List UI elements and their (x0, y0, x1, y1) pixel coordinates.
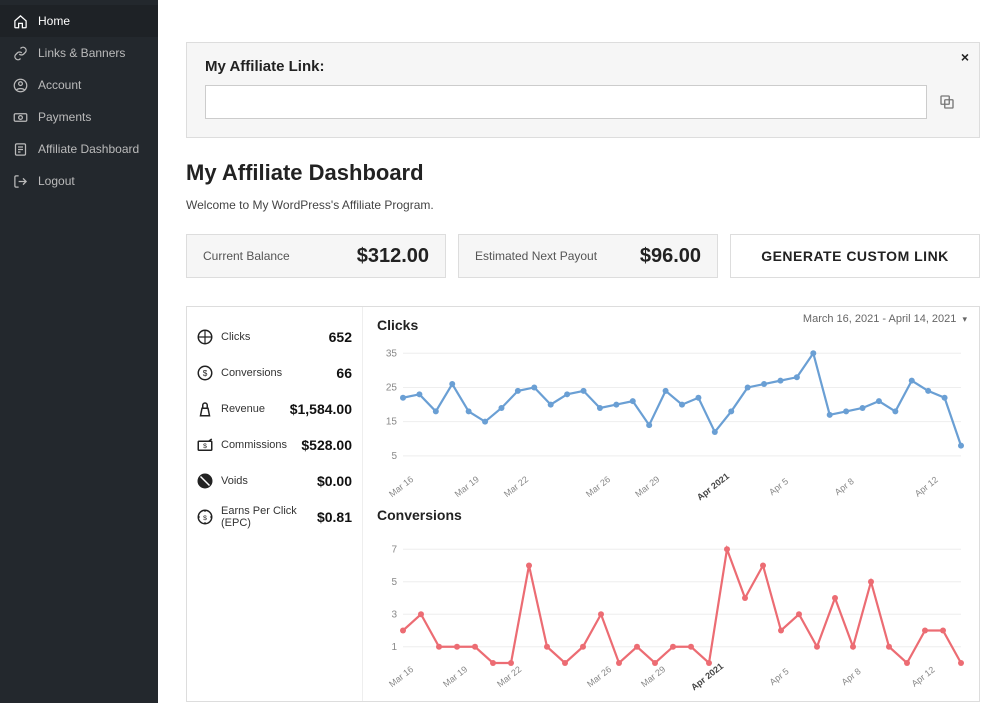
svg-text:Mar 29: Mar 29 (633, 474, 661, 499)
stat-row-epc: $ Earns Per Click (EPC) $0.81 (187, 499, 362, 535)
dashboard-icon (12, 141, 28, 157)
conversions-chart-block: Conversions 1 3 5 7 Mar 16 Mar 19 Mar 22 Mar 26… (377, 507, 969, 693)
conversions-icon: $ (195, 363, 215, 383)
clicks-chart-block: Clicks 5 15 25 35 Mar 16 Mar 19 Mar 22 Mar 26 Ma… (377, 317, 969, 503)
sidebar-item-affiliate-dashboard[interactable]: Affiliate Dashboard (0, 133, 158, 165)
svg-text:Apr 8: Apr 8 (840, 666, 863, 687)
stat-label: Clicks (221, 331, 329, 343)
svg-text:Apr 5: Apr 5 (767, 476, 790, 497)
svg-text:$: $ (203, 443, 207, 450)
svg-text:Mar 19: Mar 19 (441, 664, 469, 689)
sidebar-item-logout[interactable]: Logout (0, 165, 158, 197)
stats-column: Clicks 652 $ Conversions 66 Revenue $1,5… (187, 307, 363, 701)
svg-text:25: 25 (386, 382, 398, 393)
stats-charts-panel: Clicks 652 $ Conversions 66 Revenue $1,5… (186, 306, 980, 702)
current-balance-label: Current Balance (203, 249, 290, 263)
stat-label: Voids (221, 475, 317, 487)
charts-column: March 16, 2021 - April 14, 2021 ▾ Clicks… (363, 307, 979, 701)
link-icon (12, 45, 28, 61)
conversions-chart: 1 3 5 7 Mar 16 Mar 19 Mar 22 Mar 26 Mar 29 Apr 20… (377, 525, 967, 693)
svg-text:Apr 8: Apr 8 (833, 476, 856, 497)
svg-text:Mar 19: Mar 19 (453, 474, 481, 499)
svg-text:5: 5 (391, 577, 397, 588)
voids-icon (195, 471, 215, 491)
generate-custom-link-label: GENERATE CUSTOM LINK (761, 248, 949, 264)
next-payout-card: Estimated Next Payout $96.00 (458, 234, 718, 278)
copy-icon[interactable] (933, 88, 961, 116)
sidebar-item-links-banners[interactable]: Links & Banners (0, 37, 158, 69)
svg-text:7: 7 (391, 544, 397, 555)
epc-icon: $ (195, 507, 215, 527)
svg-text:Apr 2021: Apr 2021 (695, 471, 731, 502)
stat-value: 66 (336, 365, 352, 381)
stat-row-commissions: $ Commissions $528.00 (187, 427, 362, 463)
generate-custom-link-button[interactable]: GENERATE CUSTOM LINK (730, 234, 980, 278)
svg-text:Apr 5: Apr 5 (768, 666, 791, 687)
svg-text:Mar 16: Mar 16 (387, 664, 415, 689)
current-balance-card: Current Balance $312.00 (186, 234, 446, 278)
sidebar-item-label: Affiliate Dashboard (38, 142, 139, 156)
clicks-icon (195, 327, 215, 347)
svg-text:Apr 12: Apr 12 (913, 475, 940, 499)
clicks-chart-title: Clicks (377, 317, 969, 333)
sidebar-item-label: Account (38, 78, 81, 92)
sidebar-item-label: Links & Banners (38, 46, 125, 60)
page-title: My Affiliate Dashboard (186, 160, 980, 186)
stat-row-voids: Voids $0.00 (187, 463, 362, 499)
svg-text:Mar 22: Mar 22 (495, 664, 523, 689)
sidebar-item-label: Home (38, 14, 70, 28)
main-content: × My Affiliate Link: My Affiliate Dashbo… (158, 0, 998, 703)
svg-text:Mar 22: Mar 22 (502, 474, 530, 499)
sidebar: Home Links & Banners Account Payments Af… (0, 0, 158, 703)
sidebar-item-label: Logout (38, 174, 75, 188)
current-balance-value: $312.00 (357, 245, 429, 268)
revenue-icon (195, 399, 215, 419)
sidebar-item-label: Payments (38, 110, 91, 124)
svg-text:35: 35 (386, 348, 398, 359)
svg-text:Mar 26: Mar 26 (585, 664, 613, 689)
next-payout-label: Estimated Next Payout (475, 249, 597, 263)
affiliate-link-title: My Affiliate Link: (205, 58, 961, 75)
stat-row-revenue: Revenue $1,584.00 (187, 391, 362, 427)
account-icon (12, 77, 28, 93)
home-icon (12, 13, 28, 29)
svg-text:$: $ (203, 515, 207, 522)
stat-row-conversions: $ Conversions 66 (187, 355, 362, 391)
stat-value: $528.00 (301, 437, 352, 453)
sidebar-item-payments[interactable]: Payments (0, 101, 158, 133)
svg-text:Apr 12: Apr 12 (910, 665, 937, 689)
svg-text:5: 5 (391, 451, 397, 462)
stat-value: $0.81 (317, 509, 352, 525)
svg-text:Mar 29: Mar 29 (639, 664, 667, 689)
stat-value: $0.00 (317, 473, 352, 489)
payments-icon (12, 109, 28, 125)
sidebar-item-account[interactable]: Account (0, 69, 158, 101)
clicks-chart: 5 15 25 35 Mar 16 Mar 19 Mar 22 Mar 26 Mar 29 Apr… (377, 335, 967, 503)
svg-text:Mar 26: Mar 26 (584, 474, 612, 499)
stat-row-clicks: Clicks 652 (187, 319, 362, 355)
svg-text:Apr 2021: Apr 2021 (689, 661, 725, 692)
affiliate-link-box: × My Affiliate Link: (186, 42, 980, 138)
svg-text:1: 1 (391, 642, 397, 653)
svg-text:3: 3 (391, 609, 397, 620)
stat-label: Commissions (221, 439, 301, 451)
stat-label: Revenue (221, 403, 290, 415)
affiliate-link-input[interactable] (205, 85, 927, 119)
conversions-chart-title: Conversions (377, 507, 969, 523)
stat-label: Conversions (221, 367, 336, 379)
stat-value: 652 (329, 329, 352, 345)
svg-text:Mar 16: Mar 16 (387, 474, 415, 499)
sidebar-item-home[interactable]: Home (0, 5, 158, 37)
svg-text:15: 15 (386, 417, 398, 428)
logout-icon (12, 173, 28, 189)
svg-text:$: $ (203, 369, 208, 378)
close-icon[interactable]: × (961, 49, 969, 65)
stat-value: $1,584.00 (290, 401, 352, 417)
stat-label: Earns Per Click (EPC) (221, 505, 317, 529)
next-payout-value: $96.00 (640, 245, 701, 268)
welcome-text: Welcome to My WordPress's Affiliate Prog… (186, 198, 980, 212)
commissions-icon: $ (195, 435, 215, 455)
